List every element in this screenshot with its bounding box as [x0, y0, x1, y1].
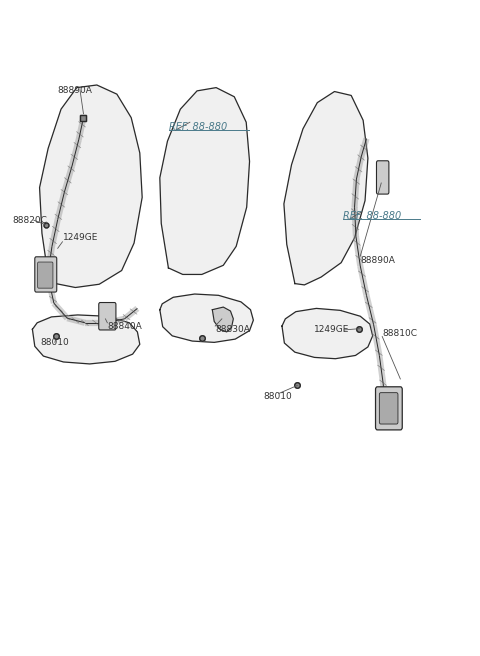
FancyBboxPatch shape [376, 161, 389, 194]
FancyBboxPatch shape [99, 302, 116, 330]
Polygon shape [39, 85, 142, 287]
Text: REF. 88-880: REF. 88-880 [343, 211, 401, 220]
Polygon shape [284, 92, 368, 285]
Text: 88810C: 88810C [382, 329, 417, 338]
FancyBboxPatch shape [35, 256, 57, 292]
FancyBboxPatch shape [375, 387, 402, 430]
Polygon shape [282, 308, 372, 359]
Text: 88830A: 88830A [215, 325, 250, 335]
Polygon shape [212, 307, 233, 332]
Text: REF. 88-880: REF. 88-880 [169, 122, 228, 132]
Text: 88890A: 88890A [58, 87, 93, 95]
Text: 1249GE: 1249GE [62, 234, 98, 242]
FancyBboxPatch shape [379, 393, 398, 424]
Polygon shape [160, 88, 250, 274]
Text: 88010: 88010 [263, 392, 292, 401]
Text: 1249GE: 1249GE [314, 325, 350, 335]
Text: 88890A: 88890A [360, 256, 395, 264]
Text: 88840A: 88840A [108, 322, 142, 331]
Text: 88820C: 88820C [12, 216, 47, 225]
FancyBboxPatch shape [37, 262, 53, 288]
Polygon shape [33, 315, 140, 364]
Polygon shape [160, 294, 253, 342]
Text: 88010: 88010 [40, 338, 69, 347]
